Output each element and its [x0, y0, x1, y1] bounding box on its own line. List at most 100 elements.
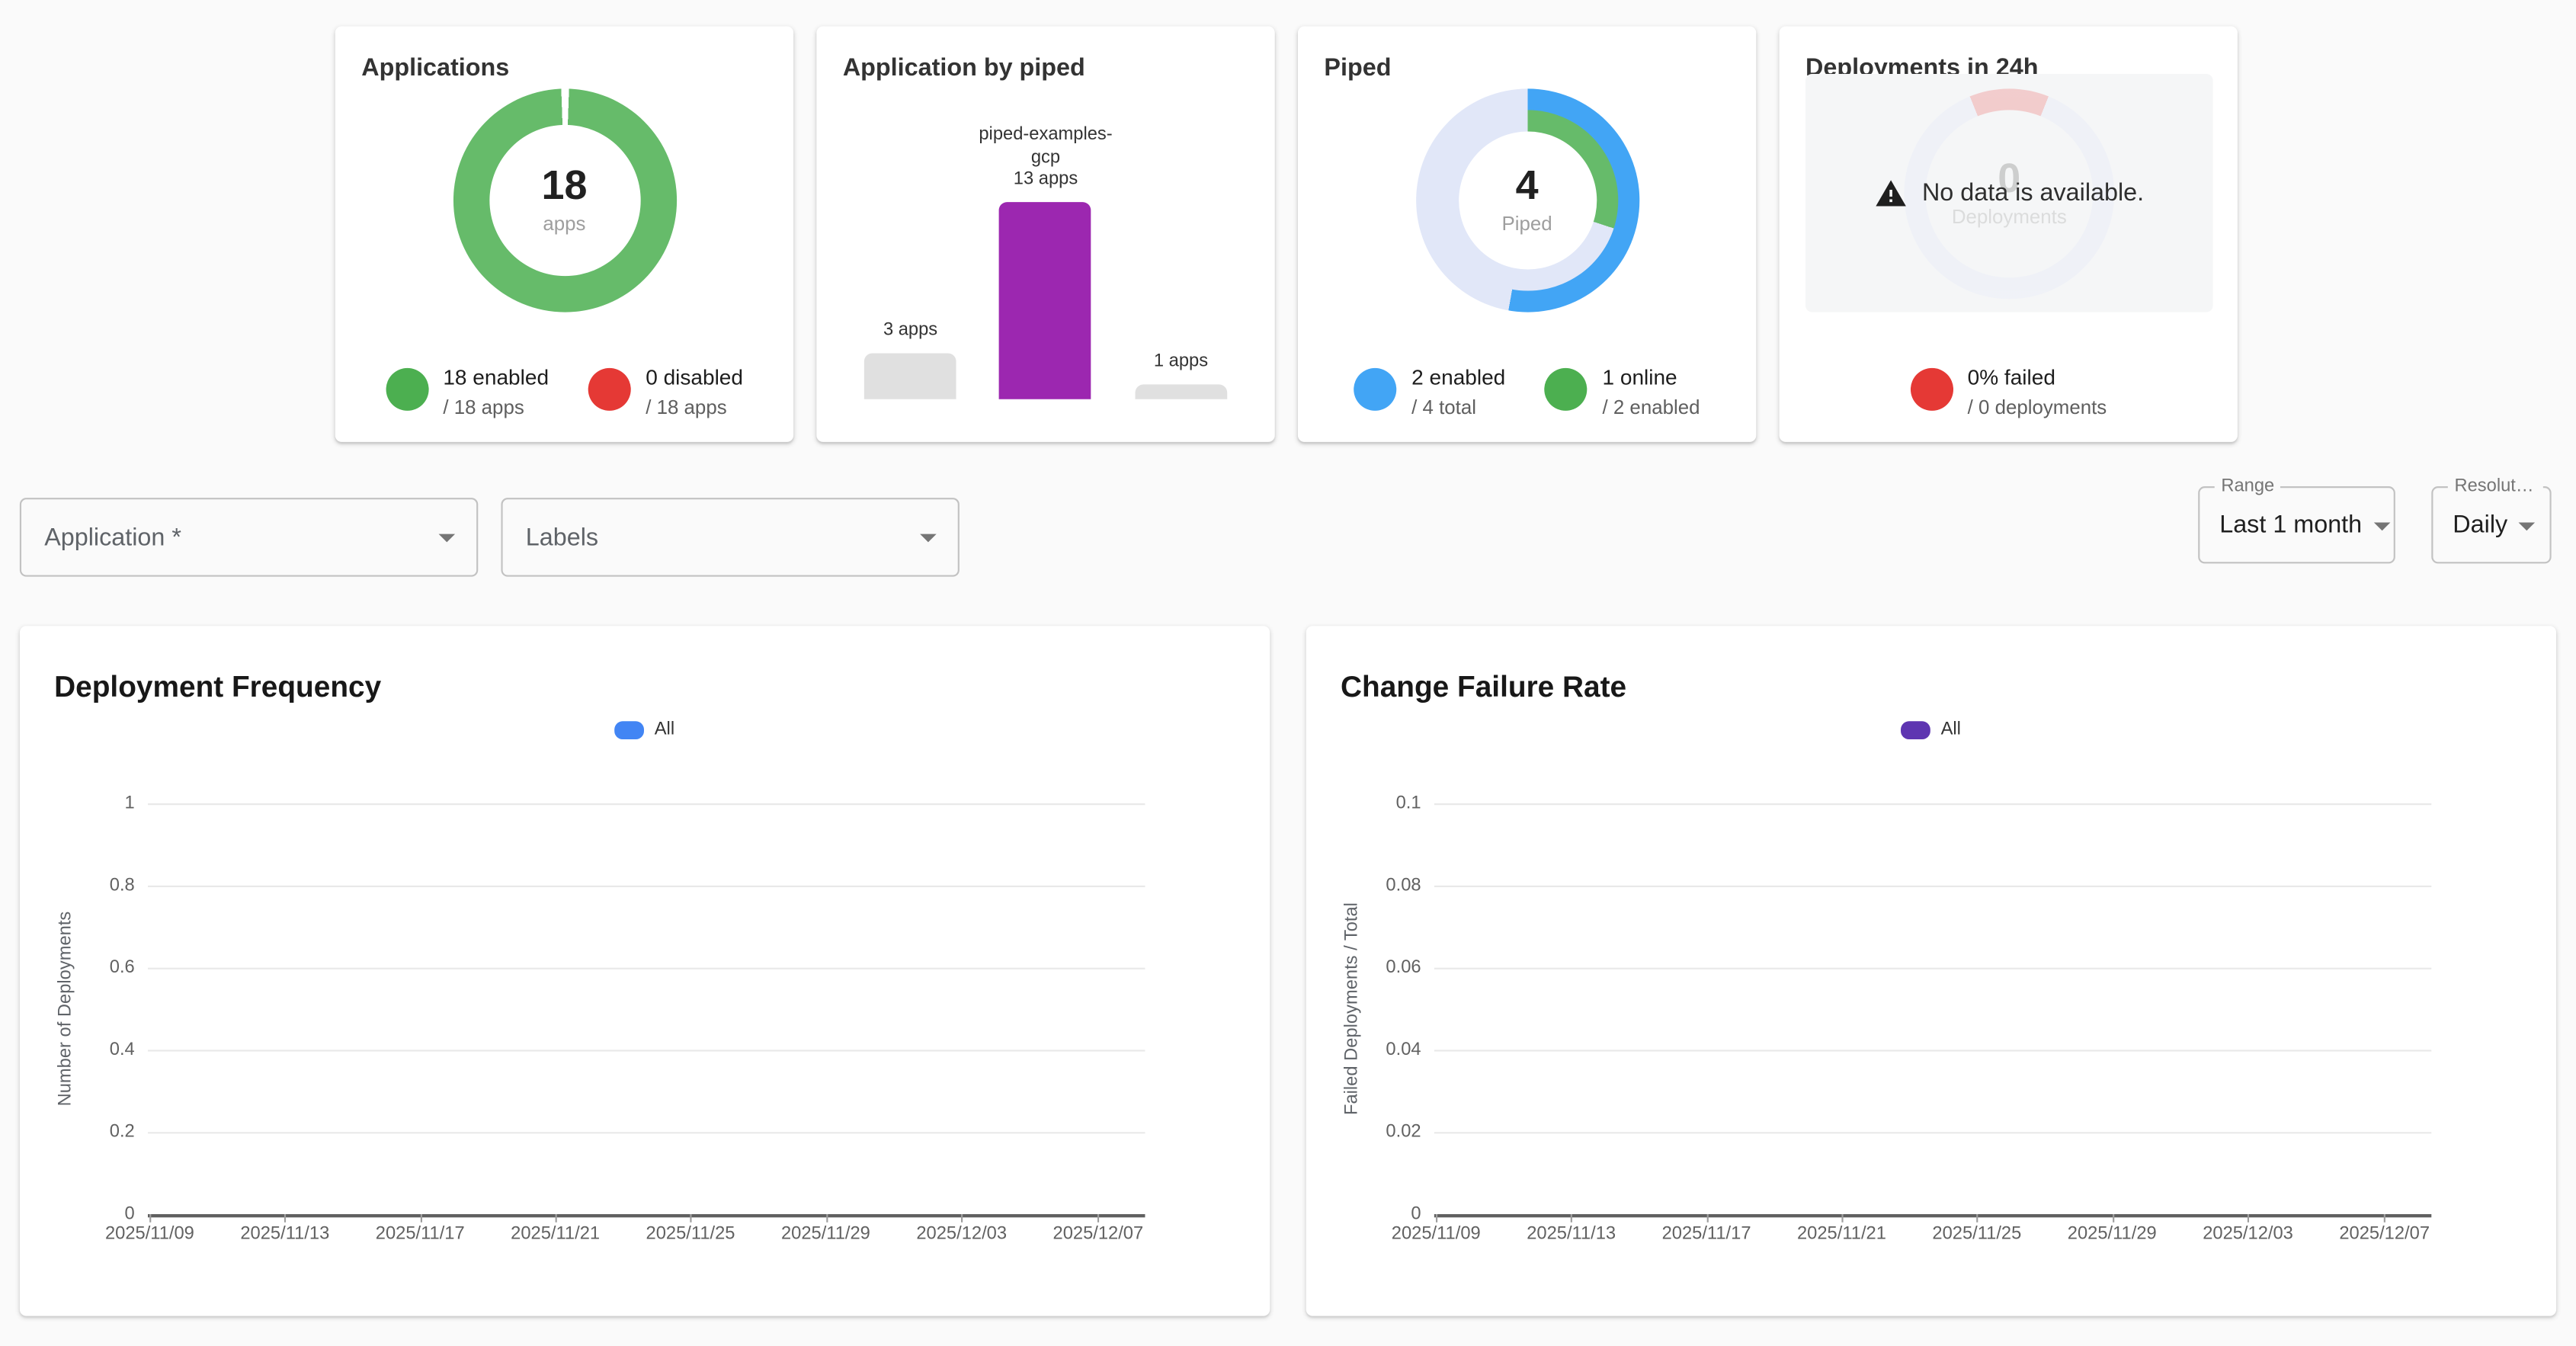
- legend-label: 0 disabled: [646, 364, 744, 389]
- bar-3-apps: [864, 353, 956, 399]
- x-tick: 2025/11/17: [375, 1213, 465, 1244]
- application-by-piped-card: Application by piped 3 apps piped-exampl…: [816, 26, 1275, 442]
- legend-swatch-icon: [1901, 720, 1931, 739]
- deployments-donut-center: 0 Deployments: [1925, 110, 2094, 278]
- y-tick: 0: [124, 1204, 135, 1224]
- bar-1-apps: [1135, 384, 1227, 399]
- gridline: [148, 967, 1145, 969]
- disabled-dot-icon: [588, 367, 631, 411]
- legend-item-online: 1 online / 2 enabled: [1545, 363, 1700, 421]
- legend-sublabel: / 18 apps: [646, 396, 727, 419]
- change-failure-rate-panel: Change Failure Rate All Failed Deploymen…: [1306, 626, 2557, 1316]
- card-title-piped: Piped: [1324, 54, 1392, 82]
- x-tick: 2025/11/13: [240, 1213, 330, 1244]
- no-data-panel: 0 Deployments No data is available.: [1805, 74, 2213, 312]
- legend-item-enabled: 2 enabled / 4 total: [1354, 363, 1506, 421]
- warning-icon: [1876, 179, 1906, 206]
- y-tick: 0: [1411, 1204, 1421, 1224]
- chart-legend: All: [1306, 719, 2556, 739]
- card-title-application-by-piped: Application by piped: [842, 54, 1085, 82]
- x-tick: 2025/11/21: [511, 1213, 601, 1244]
- enabled-dot-icon: [1354, 367, 1397, 411]
- y-tick: 0.04: [1386, 1040, 1421, 1060]
- bar-column: piped-examples-gcp 13 apps: [978, 126, 1113, 399]
- legend-label: 2 enabled: [1411, 364, 1506, 389]
- y-tick: 0.06: [1386, 957, 1421, 978]
- legend-sublabel: / 2 enabled: [1602, 396, 1700, 419]
- piped-total: 4: [1515, 162, 1539, 209]
- gridline: [148, 803, 1145, 806]
- chevron-down-icon: [2519, 521, 2536, 530]
- x-tick: 2025/11/29: [780, 1213, 870, 1244]
- x-tick: 2025/11/29: [2067, 1213, 2157, 1244]
- no-data-text: No data is available.: [1921, 178, 2145, 207]
- range-select[interactable]: Range Last 1 month: [2198, 474, 2395, 564]
- failed-dot-icon: [1910, 367, 1953, 411]
- applications-total: 18: [541, 162, 588, 209]
- y-tick: 0.02: [1386, 1122, 1421, 1142]
- y-tick: 0.6: [109, 957, 135, 978]
- y-tick: 0.4: [109, 1040, 135, 1060]
- piped-donut-center: 4 Piped: [1458, 131, 1597, 270]
- legend-swatch-icon: [615, 720, 645, 739]
- x-tick: 2025/11/09: [104, 1213, 194, 1244]
- deployment-frequency-panel: Deployment Frequency All Number of Deplo…: [19, 626, 1270, 1316]
- no-data-message: No data is available.: [1805, 74, 2213, 312]
- legend-item-enabled: 18 enabled / 18 apps: [385, 363, 549, 421]
- application-select-label: Application *: [44, 523, 181, 552]
- gridline: [148, 1132, 1145, 1134]
- legend-item-disabled: 0 disabled / 18 apps: [588, 363, 743, 421]
- piped-bar-chart: 3 apps piped-examples-gcp 13 apps 1 apps: [843, 126, 1248, 399]
- y-axis-tick-labels: 1 0.8 0.6 0.4 0.2 0: [20, 793, 135, 1224]
- resolution-select[interactable]: Resolution Daily: [2431, 474, 2552, 564]
- panel-title: Change Failure Rate: [1340, 670, 1627, 703]
- x-tick: 2025/11/21: [1796, 1213, 1886, 1244]
- x-tick: 2025/12/03: [2203, 1213, 2293, 1244]
- legend-sublabel: / 4 total: [1411, 396, 1477, 419]
- labels-select-label: Labels: [525, 523, 599, 552]
- applications-total-unit: apps: [543, 212, 586, 236]
- application-select[interactable]: Application *: [19, 498, 479, 577]
- card-title-applications: Applications: [361, 54, 510, 82]
- legend-series-name: All: [654, 719, 675, 740]
- legend-series-name: All: [1940, 719, 1961, 740]
- gridline: [1434, 803, 2432, 806]
- x-tick: 2025/12/07: [2339, 1213, 2430, 1244]
- applications-donut-chart: 18 apps: [452, 88, 677, 312]
- legend-label: 18 enabled: [443, 364, 549, 389]
- applications-card: Applications 18 apps 18 enabled / 18 apps…: [335, 26, 794, 442]
- chevron-down-icon: [920, 534, 937, 543]
- y-tick: 0.2: [109, 1122, 135, 1142]
- bar-label-piped-name: piped-examples-gcp: [979, 125, 1113, 168]
- gridline: [1434, 885, 2432, 888]
- legend-sublabel: / 18 apps: [443, 396, 524, 419]
- piped-total-unit: Piped: [1501, 212, 1552, 236]
- deployments-donut-chart: 0 Deployments: [1904, 88, 2115, 300]
- bar-label-app-count: 13 apps: [1013, 168, 1078, 189]
- x-tick: 2025/11/09: [1391, 1213, 1481, 1244]
- labels-select[interactable]: Labels: [501, 498, 960, 577]
- deployments-total-unit: Deployments: [1951, 205, 2067, 229]
- y-axis-tick-labels: 0.1 0.08 0.06 0.04 0.02 0: [1306, 793, 1421, 1224]
- chart-legend: All: [20, 719, 1270, 739]
- deployments-24h-card: Deployments in 24h 0 Deployments No data…: [1779, 26, 2238, 442]
- applications-legend: 18 enabled / 18 apps 0 disabled / 18 apps: [351, 363, 777, 421]
- x-axis-tick-labels: 2025/11/09 2025/11/13 2025/11/17 2025/11…: [1391, 1213, 2430, 1244]
- applications-donut-center: 18 apps: [489, 124, 640, 277]
- deployments-legend: 0% failed / 0 deployments: [1796, 363, 2221, 421]
- deployments-total: 0: [1998, 155, 2021, 203]
- range-select-label: Range: [2214, 474, 2281, 498]
- piped-donut-chart: 4 Piped: [1415, 88, 1639, 312]
- y-tick: 0.1: [1395, 793, 1421, 814]
- bar-column: 3 apps: [843, 320, 978, 399]
- x-axis-tick-labels: 2025/11/09 2025/11/13 2025/11/17 2025/11…: [104, 1213, 1143, 1244]
- x-tick: 2025/12/03: [916, 1213, 1008, 1244]
- bar-column: 1 apps: [1113, 351, 1248, 399]
- piped-card: Piped 4 Piped 2 enabled / 4 total 1 onlin…: [1297, 26, 1757, 442]
- bar-label: 3 apps: [883, 319, 938, 340]
- legend-label: 1 online: [1602, 364, 1677, 389]
- chart-plot-area: [1434, 803, 2432, 1218]
- y-tick: 0.8: [109, 875, 135, 896]
